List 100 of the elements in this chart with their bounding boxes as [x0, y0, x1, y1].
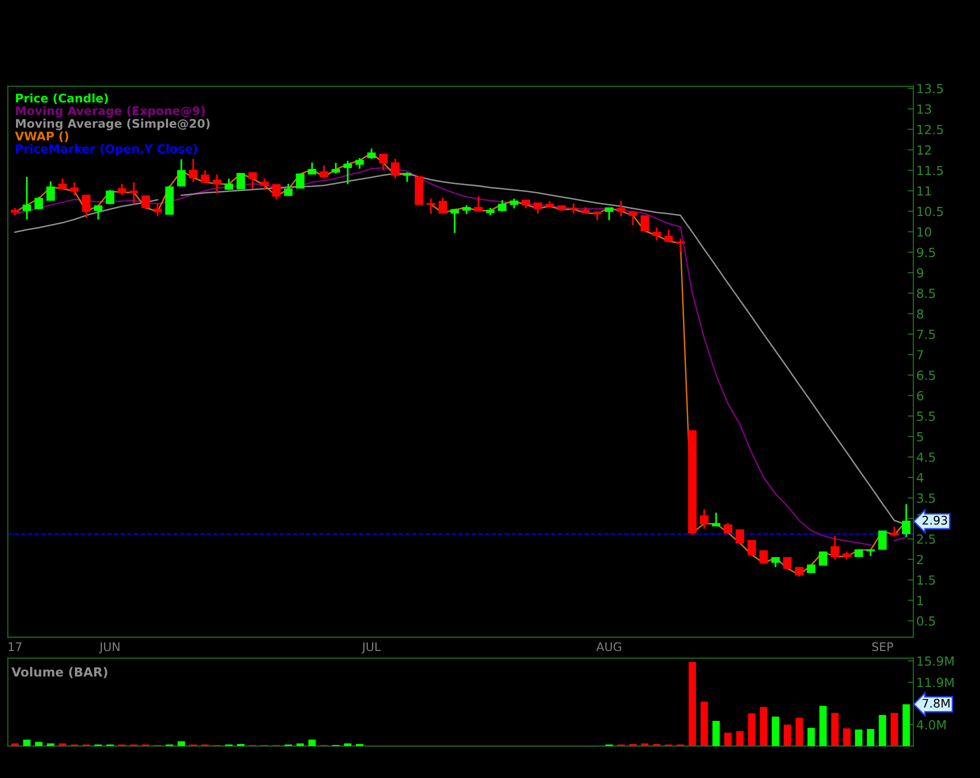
candlestick [438, 196, 448, 214]
candlestick [236, 173, 245, 190]
candlestick [783, 557, 792, 569]
candlestick [724, 522, 732, 534]
candlestick [248, 172, 257, 190]
bar [652, 744, 660, 746]
bar [724, 732, 732, 746]
y-tick-label: 13 [918, 104, 932, 114]
candlestick [890, 526, 899, 538]
bar [772, 716, 780, 746]
candlestick [652, 226, 661, 242]
candlestick [664, 228, 673, 242]
bar [831, 712, 839, 746]
candlestick [284, 182, 293, 196]
text: Volume (BAR) [12, 666, 108, 678]
y-tick-label: 13.5 [918, 84, 943, 94]
bar [46, 743, 54, 746]
candlestick [426, 198, 436, 215]
bar [855, 729, 862, 746]
y-tick-label: 9 [916, 268, 924, 278]
y-tick-label: 9.5 [916, 248, 935, 258]
y-tick-label: 2.5 [917, 534, 935, 544]
text: 7.8M [922, 698, 950, 708]
candlestick [736, 529, 744, 544]
y-tick-label: 4.5 [916, 452, 935, 462]
candlestick [355, 157, 364, 170]
y-tick-label: 10.5 [918, 206, 943, 216]
bar [784, 724, 792, 746]
candlestick [22, 176, 32, 220]
candlestick [212, 174, 222, 194]
x-tick-label: JUL [362, 642, 381, 654]
candlestick [58, 178, 67, 190]
candlestick [46, 180, 55, 202]
y-tick-label: 11.5 [918, 166, 943, 176]
candlestick [878, 530, 887, 550]
candlestick [498, 199, 506, 213]
bar [890, 712, 898, 746]
candlestick [391, 158, 400, 180]
candlestick [748, 540, 756, 556]
bar [23, 740, 31, 746]
candlestick [795, 566, 804, 578]
candlestick [676, 238, 685, 253]
y-tick-label: 12 [918, 145, 931, 155]
y-tick-label: 6 [917, 391, 924, 400]
candlestick [462, 204, 471, 215]
bar [760, 706, 768, 746]
candlestick [296, 173, 304, 188]
x-tick-label: JUN [98, 642, 120, 654]
y-tick-label: 12.5 [918, 124, 943, 134]
candlestick [367, 148, 376, 160]
candlestick [82, 194, 91, 219]
candlestick [818, 551, 828, 566]
y-tick-label: 8.5 [916, 288, 935, 298]
y-tick-label: 3.5 [917, 493, 935, 503]
bar [712, 720, 720, 746]
candlestick [474, 195, 483, 213]
y-tick-label: 11.9M [918, 678, 954, 688]
bar [344, 743, 352, 746]
candlestick [569, 202, 578, 215]
bar [700, 702, 708, 746]
bar [178, 741, 186, 746]
candlestick [712, 512, 720, 527]
y-tick-label: 15.9M [918, 656, 954, 666]
text: 2.93 [922, 516, 948, 525]
bar [748, 713, 756, 746]
bar [819, 706, 827, 746]
y-tick-label: 10 [918, 227, 932, 237]
x-tick-label: 17 [8, 642, 22, 652]
candlestick [830, 535, 840, 560]
candlestick [224, 178, 234, 191]
ref-line-label: PriceMarker (Open,Y Close) [16, 144, 198, 156]
bar [843, 728, 850, 746]
candlestick [106, 189, 114, 206]
candlestick [153, 202, 162, 217]
text: Price (Candle) [16, 93, 108, 104]
bar [35, 742, 42, 746]
candlestick [94, 204, 102, 220]
candlestick [759, 550, 768, 564]
candlestick [177, 158, 186, 187]
candlestick [188, 158, 198, 184]
text: Moving Average (Simple@20) [16, 118, 210, 130]
x-tick-label: AUG [596, 642, 622, 652]
bar [308, 740, 316, 746]
candlestick [130, 181, 138, 206]
candlestick [450, 208, 459, 234]
candlestick [34, 196, 43, 210]
y-tick-label: 8 [916, 309, 924, 319]
candlestick [70, 181, 79, 196]
bar [237, 744, 244, 746]
y-tick-label: 1 [918, 596, 923, 606]
candlestick [604, 207, 614, 222]
y-tick-label: 7 [917, 350, 924, 360]
candlestick [616, 200, 626, 218]
candlestick [343, 160, 352, 186]
y-tick-label: 6.5 [917, 370, 935, 380]
candlestick [379, 153, 388, 172]
bar [796, 718, 803, 746]
y-tick-label: 7.5 [917, 330, 935, 340]
y-tick-label: 11 [918, 186, 931, 196]
bar [866, 728, 874, 746]
